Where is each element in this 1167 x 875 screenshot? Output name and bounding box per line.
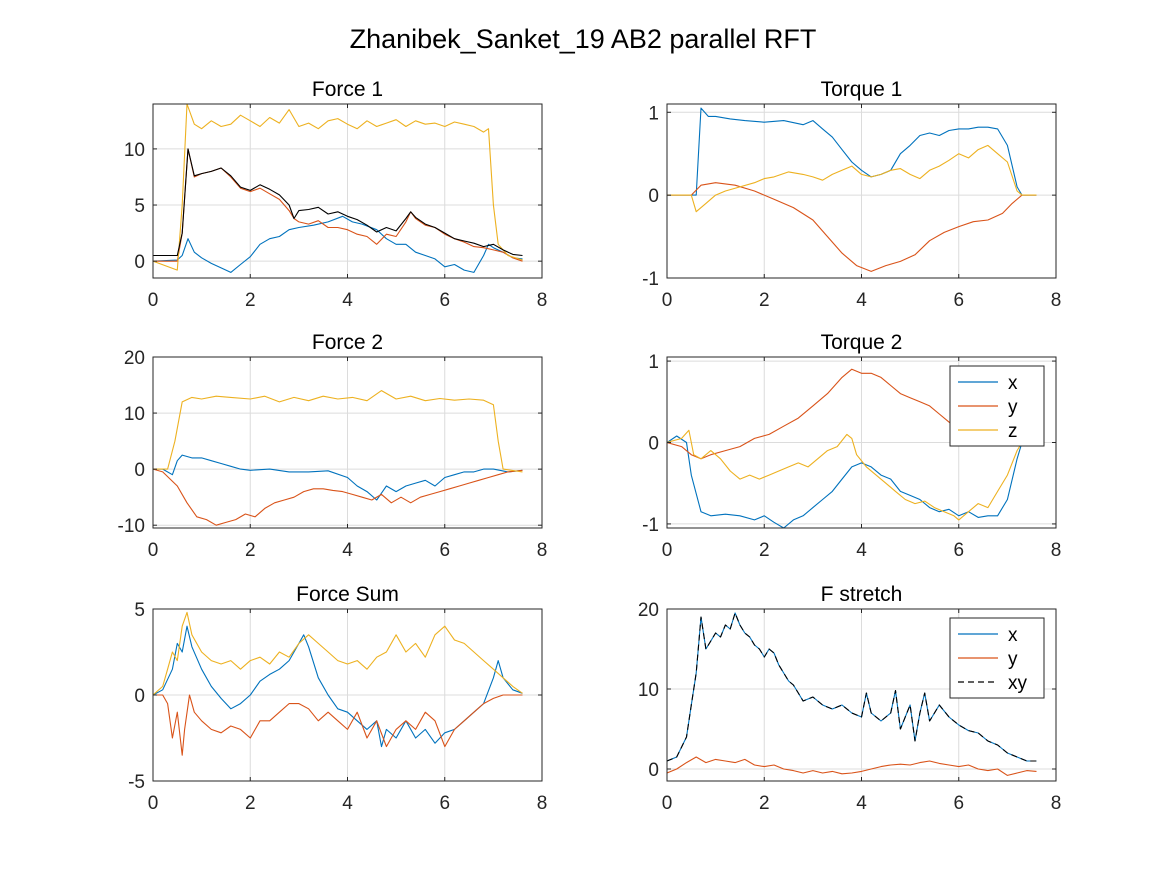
series-line-y — [153, 468, 523, 526]
x-tick-label: 4 — [856, 290, 867, 311]
legend-label-x: x — [1008, 373, 1018, 394]
series-group — [153, 390, 523, 526]
subplot-f-stretch: 0 2 4 6 8 0 10 20 F stretch xy xy — [638, 583, 1061, 814]
x-tick-label: 8 — [537, 540, 548, 561]
series-line-z — [153, 104, 523, 271]
series-line-xy — [153, 148, 523, 257]
x-tick-label: 6 — [439, 540, 450, 561]
subplot-title: Force 2 — [312, 331, 383, 354]
x-tick-label: 4 — [342, 793, 353, 814]
series-line-z — [153, 611, 523, 696]
subplot-title: Torque 2 — [821, 331, 903, 354]
y-tick-label: 1 — [648, 103, 659, 124]
x-tick-label: 8 — [1051, 290, 1062, 311]
x-tick-label: 0 — [662, 290, 673, 311]
series-group — [153, 104, 523, 273]
x-tick-label: 2 — [759, 540, 770, 561]
y-tick-label: 1 — [648, 352, 659, 373]
series-line-y — [153, 694, 523, 756]
x-tick-label: 6 — [953, 290, 964, 311]
y-tick-label: 0 — [648, 186, 659, 207]
x-tick-label: 6 — [953, 793, 964, 814]
x-tick-label: 4 — [856, 793, 867, 814]
series-group — [667, 368, 1023, 528]
y-tick-label: 5 — [134, 600, 145, 621]
y-tick-label: 0 — [648, 760, 659, 781]
series-group — [153, 611, 523, 756]
y-tick-label: 0 — [648, 434, 659, 455]
x-tick-label: 0 — [148, 793, 159, 814]
series-line-xy — [667, 612, 1037, 762]
y-tick-label: -10 — [118, 516, 145, 537]
legend-label-y: y — [1008, 649, 1018, 670]
series-line-x — [153, 454, 523, 501]
series-line-y — [667, 756, 1037, 776]
y-tick-label: 0 — [134, 686, 145, 707]
y-tick-label: -1 — [642, 269, 659, 290]
series-line-z — [153, 390, 523, 473]
subplot-title: F stretch — [821, 583, 903, 606]
legend-label-x: x — [1008, 625, 1018, 646]
y-tick-label: 10 — [124, 140, 145, 161]
legend-label-y: y — [1008, 397, 1018, 418]
subplot-title: Force Sum — [296, 583, 399, 606]
x-tick-label: 0 — [148, 290, 159, 311]
x-tick-label: 2 — [759, 290, 770, 311]
x-tick-label: 4 — [342, 540, 353, 561]
series-line-x — [153, 215, 523, 273]
x-tick-label: 2 — [245, 793, 256, 814]
subplot-title: Torque 1 — [821, 78, 903, 101]
series-line-y — [667, 368, 955, 460]
legend-label-xy: xy — [1008, 673, 1028, 694]
legend-label-z: z — [1008, 421, 1018, 442]
subplot-title: Force 1 — [312, 78, 383, 101]
x-tick-label: 8 — [537, 290, 548, 311]
x-tick-label: 0 — [662, 793, 673, 814]
subplot-force-1: 0 2 4 6 8 0 5 10 Force 1 — [124, 78, 547, 311]
x-tick-label: 4 — [342, 290, 353, 311]
y-tick-label: 0 — [134, 460, 145, 481]
x-tick-label: 6 — [439, 290, 450, 311]
y-tick-label: -1 — [642, 515, 659, 536]
x-tick-label: 4 — [856, 540, 867, 561]
y-tick-label: 0 — [134, 252, 145, 273]
x-tick-label: 2 — [759, 793, 770, 814]
series-group — [667, 107, 1037, 272]
x-tick-label: 0 — [662, 540, 673, 561]
legend: xyz — [949, 365, 1045, 447]
y-tick-label: -5 — [128, 772, 145, 793]
y-tick-label: 5 — [134, 196, 145, 217]
x-tick-label: 6 — [439, 793, 450, 814]
x-tick-label: 2 — [245, 540, 256, 561]
series-line-y — [667, 182, 1037, 272]
series-line-z — [667, 429, 1023, 521]
series-line-z — [667, 144, 1037, 213]
legend: xy xy — [949, 617, 1045, 699]
x-tick-label: 2 — [245, 290, 256, 311]
y-tick-label: 20 — [638, 600, 659, 621]
figure-title: Zhanibek_Sanket_19 AB2 parallel RFT — [350, 24, 817, 54]
x-tick-label: 8 — [1051, 540, 1062, 561]
x-tick-label: 8 — [1051, 793, 1062, 814]
x-tick-label: 6 — [953, 540, 964, 561]
y-tick-label: 20 — [124, 348, 145, 369]
y-tick-label: 10 — [124, 404, 145, 425]
x-tick-label: 0 — [148, 540, 159, 561]
y-tick-label: 10 — [638, 680, 659, 701]
x-tick-label: 8 — [537, 793, 548, 814]
series-group — [667, 612, 1037, 776]
